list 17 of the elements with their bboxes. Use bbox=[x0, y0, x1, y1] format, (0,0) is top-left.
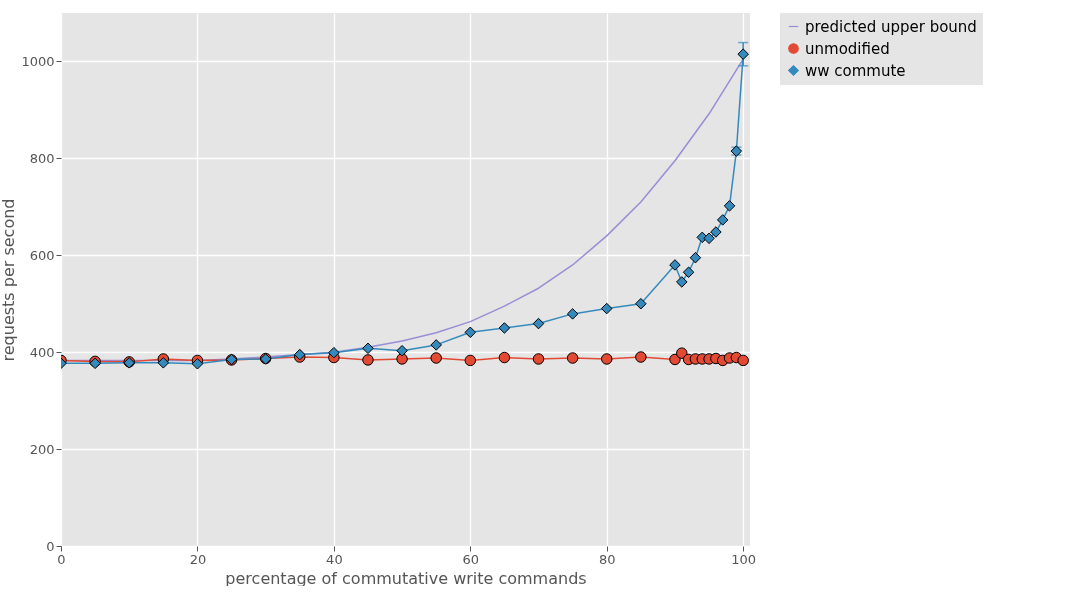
y-tick-label: 200 bbox=[29, 441, 55, 457]
y-tick-label: 600 bbox=[29, 247, 55, 263]
legend-label: predicted upper bound bbox=[805, 17, 977, 36]
x-tick-label: 60 bbox=[462, 551, 480, 567]
legend-label: ww commute bbox=[805, 61, 906, 80]
x-tick-label: 100 bbox=[731, 551, 757, 567]
x-tick-label: 0 bbox=[57, 551, 66, 567]
y-tick-label: 400 bbox=[29, 344, 55, 360]
y-tick-label: 1000 bbox=[21, 53, 55, 69]
y-axis-title: requests per second bbox=[0, 198, 19, 362]
x-tick-label: 40 bbox=[326, 551, 343, 567]
x-axis-title: percentage of commutative write commands bbox=[225, 568, 587, 588]
y-tick-label: 800 bbox=[29, 150, 55, 166]
legend-label: unmodified bbox=[805, 39, 890, 58]
y-tick-label: 0 bbox=[46, 538, 55, 554]
x-tick-label: 80 bbox=[598, 551, 616, 567]
x-tick-label: 20 bbox=[189, 551, 207, 567]
